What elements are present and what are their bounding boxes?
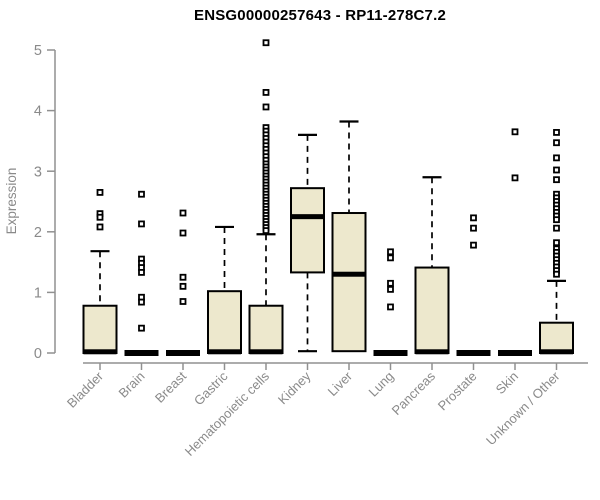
x-category-label-breast: Breast [152, 368, 189, 405]
outlier-point-lung [387, 279, 394, 287]
collapsed-box-lung [373, 350, 408, 356]
outlier-point-prostate [470, 214, 477, 222]
y-tick-label: 1 [34, 285, 42, 301]
y-tick-label: 0 [34, 346, 42, 362]
outlier-point-brain [138, 269, 145, 276]
outlier-point-unknown-other [553, 129, 560, 136]
x-category-label-pancreas: Pancreas [389, 368, 439, 418]
outlier-point-breast [179, 273, 187, 281]
outlier-point-unknown-other [553, 216, 560, 224]
collapsed-box-prostate [456, 350, 491, 356]
y-tick-label: 4 [34, 104, 42, 120]
outlier-point-hematopoietic-cells [262, 227, 270, 234]
chart-title: ENSG00000257643 - RP11-278C7.2 [193, 7, 446, 24]
median-line-hematopoietic-cells [249, 349, 283, 355]
collapsed-box-breast [166, 350, 200, 356]
box-pancreas [414, 266, 450, 354]
outlier-point-skin [511, 174, 519, 182]
outlier-point-breast [179, 209, 187, 217]
outlier-point-bladder [96, 223, 104, 231]
box-hematopoietic-cells [248, 304, 284, 354]
x-category-label-bladder: Bladder [64, 368, 107, 411]
y-axis-title: Expression [4, 168, 19, 235]
x-category-label-brain: Brain [116, 369, 148, 401]
median-line-gastric [208, 349, 241, 355]
x-category-label-skin: Skin [493, 369, 521, 397]
outlier-point-hematopoietic-cells [262, 103, 270, 111]
x-category-label-gastric: Gastric [191, 368, 231, 408]
outlier-point-hematopoietic-cells [262, 89, 270, 96]
median-line-liver [332, 271, 366, 277]
outlier-point-breast [179, 229, 187, 237]
x-category-label-lung: Lung [366, 369, 397, 400]
x-category-label-prostate: Prostate [435, 369, 480, 414]
outlier-point-brain [138, 190, 145, 198]
box-unknown-other [539, 321, 574, 355]
outlier-point-lung [387, 254, 394, 262]
outlier-point-unknown-other [553, 270, 560, 278]
outlier-point-breast [179, 298, 187, 305]
median-line-unknown-other [540, 349, 573, 355]
box-gastric [207, 290, 242, 354]
outlier-point-skin [511, 128, 519, 136]
outlier-point-brain [138, 298, 145, 306]
y-tick-label: 2 [34, 225, 42, 241]
median-line-kidney [291, 214, 324, 220]
outlier-point-prostate [470, 241, 477, 249]
x-category-label-kidney: Kidney [275, 368, 314, 407]
outlier-point-bladder [96, 213, 104, 221]
median-line-bladder [83, 349, 117, 355]
outlier-point-lung [387, 303, 394, 311]
outlier-point-unknown-other [553, 166, 560, 174]
y-tick-label: 5 [34, 43, 42, 59]
x-category-label-unknown-other: Unknown / Other [483, 368, 563, 448]
box-bladder [82, 304, 118, 354]
outlier-point-prostate [470, 224, 477, 232]
outlier-point-lung [387, 248, 394, 256]
median-line-pancreas [415, 349, 449, 355]
outlier-point-brain [138, 220, 145, 228]
outlier-point-unknown-other [553, 139, 560, 147]
outlier-point-unknown-other [553, 239, 560, 247]
outlier-point-bladder [96, 189, 104, 196]
outlier-point-unknown-other [553, 224, 560, 232]
outlier-point-unknown-other [553, 176, 560, 184]
outlier-point-brain [138, 324, 145, 332]
outlier-point-breast [179, 282, 187, 290]
collapsed-box-brain [124, 350, 159, 356]
outlier-point-hematopoietic-cells [262, 39, 270, 47]
y-tick-label: 3 [34, 164, 42, 180]
x-category-label-liver: Liver [325, 368, 356, 399]
collapsed-box-skin [498, 350, 532, 356]
outlier-point-lung [387, 285, 394, 293]
box-kidney [290, 187, 325, 274]
outlier-point-unknown-other [553, 154, 560, 162]
box-liver [331, 212, 367, 353]
